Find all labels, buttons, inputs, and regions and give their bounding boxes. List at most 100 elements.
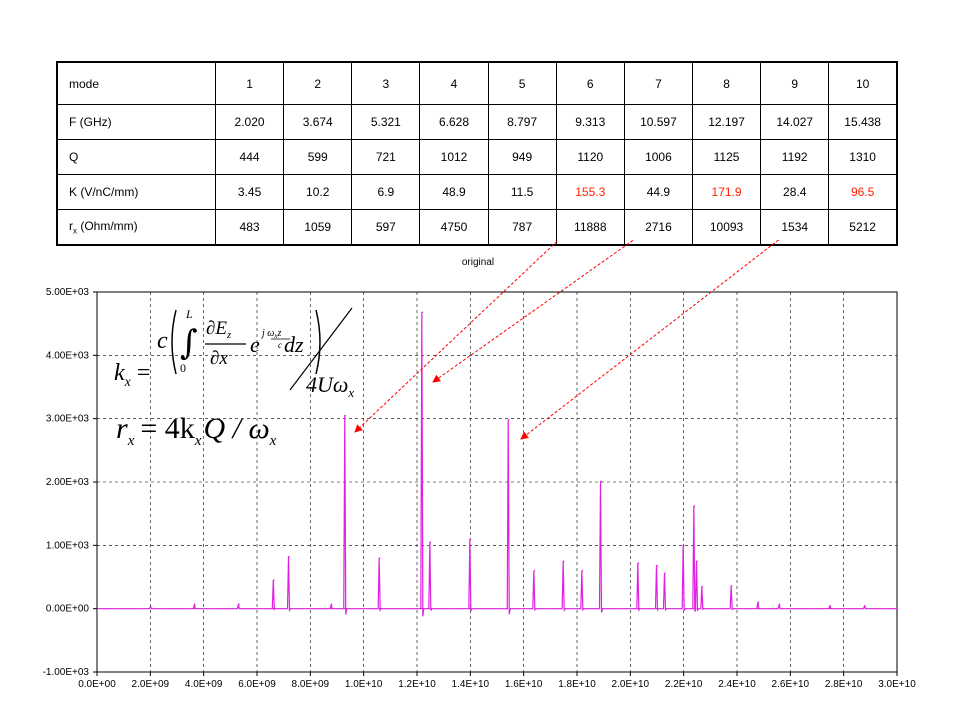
value-cell: 1125 xyxy=(691,139,762,175)
y-tick-label: 3.00E+03 xyxy=(46,414,90,425)
mode-number-cell: 9 xyxy=(760,61,830,105)
mode-number-cell: 1 xyxy=(214,61,285,105)
value-cell: 10.597 xyxy=(623,104,693,140)
x-tick-label: 2.0E+09 xyxy=(132,679,170,690)
peak-point xyxy=(730,585,733,587)
mode-number-cell: 3 xyxy=(351,61,421,105)
y-tick-label: 5.00E+03 xyxy=(46,287,90,298)
peak-point xyxy=(507,419,510,421)
row-label: rx (Ohm/mm) xyxy=(56,209,216,246)
peak-point xyxy=(533,569,536,572)
value-cell: 8.797 xyxy=(487,104,557,140)
value-cell: 44.9 xyxy=(623,174,693,210)
x-tick-label: 1.0E+10 xyxy=(345,679,383,690)
mode-number-cell: 10 xyxy=(828,61,898,105)
peak-point xyxy=(693,505,696,507)
value-cell: 171.9 xyxy=(691,174,762,210)
x-tick-label: 1.2E+10 xyxy=(398,679,436,690)
x-tick-label: 8.0E+09 xyxy=(292,679,330,690)
annotation-arrow xyxy=(432,240,635,383)
mode-number-cell: 2 xyxy=(283,61,353,105)
table-row: Q 444 599 721 1012 949 1120 1006 1125 1192 1310 xyxy=(56,139,898,175)
series-layer xyxy=(97,311,897,617)
value-cell: 1192 xyxy=(760,139,830,175)
impedance-chart: original 0.0E+00 2.0E+09 4.0E+09 6.0E+09 8.0… xyxy=(43,240,917,690)
peak-point xyxy=(696,560,698,562)
formula-dz: dz xyxy=(284,332,304,357)
peak-point xyxy=(581,569,584,572)
formula-denominator: 4Uωx xyxy=(306,372,354,400)
formula-paren-right xyxy=(315,309,321,375)
value-cell: 155.3 xyxy=(555,174,625,210)
peak-point xyxy=(637,562,640,564)
mode-number-cell: 7 xyxy=(623,61,693,105)
x-tick-label: 2.8E+10 xyxy=(825,679,863,690)
value-cell: 5.321 xyxy=(351,104,421,140)
table-header-row: mode 1 2 3 4 5 6 7 8 9 10 xyxy=(56,61,898,105)
peak-point xyxy=(778,604,781,606)
x-tick-label: 2.6E+10 xyxy=(772,679,810,690)
formula-partial: ∂Ez xyxy=(206,318,232,341)
mode-number-cell: 8 xyxy=(691,61,762,105)
annotation-arrow xyxy=(354,240,560,433)
peak-point xyxy=(344,414,347,417)
table-row: rx (Ohm/mm) 483 1059 597 4750 787 11888 2716 100… xyxy=(56,209,898,246)
formula-exponent: j ωxz xyxy=(260,328,281,340)
row-label: Q xyxy=(56,139,216,175)
annotation-arrow xyxy=(520,240,780,440)
axis-layer: 0.0E+00 2.0E+09 4.0E+09 6.0E+09 8.0E+09 1.0E+… xyxy=(43,287,917,690)
formula-c: c xyxy=(157,328,168,354)
formula-dx: ∂x xyxy=(210,348,228,369)
value-cell: 1310 xyxy=(828,139,898,175)
mode-table: mode 1 2 3 4 5 6 7 8 9 10 F (GHz) 2.020 3.674 5.321 6.6… xyxy=(56,61,898,246)
table-row: F (GHz) 2.020 3.674 5.321 6.628 8.797 9.313 10.… xyxy=(56,104,898,140)
formula-r: rx = 4kxQ / ωx xyxy=(116,412,277,449)
x-tick-label: 3.0E+10 xyxy=(878,679,916,690)
peak-point xyxy=(701,585,704,588)
x-tick-label: 1.4E+10 xyxy=(452,679,490,690)
value-cell: 444 xyxy=(214,139,285,175)
value-cell: 4750 xyxy=(419,209,489,246)
value-cell: 2716 xyxy=(623,209,693,246)
mode-number-cell: 4 xyxy=(419,61,489,105)
y-tick-label: 1.00E+03 xyxy=(46,540,90,551)
peak-point xyxy=(664,572,666,574)
x-tick-label: 0.0E+00 xyxy=(78,679,116,690)
peak-point xyxy=(757,601,760,604)
value-cell: 949 xyxy=(487,139,557,175)
peak-point xyxy=(864,605,866,607)
value-cell: 6.628 xyxy=(419,104,489,140)
x-tick-label: 1.8E+10 xyxy=(558,679,596,690)
x-tick-label: 6.0E+09 xyxy=(238,679,276,690)
row-label: F (GHz) xyxy=(56,104,216,140)
value-cell: 1006 xyxy=(623,139,693,175)
svg-text:c: c xyxy=(278,340,282,350)
y-tick-label: 4.00E+03 xyxy=(46,350,90,361)
y-tick-label: 2.00E+03 xyxy=(46,477,90,488)
value-cell: 483 xyxy=(214,209,285,246)
peak-point xyxy=(600,480,602,483)
chart-title: original xyxy=(462,257,494,268)
value-cell: 9.313 xyxy=(555,104,625,140)
plot-frame xyxy=(96,291,898,673)
value-cell: 3.674 xyxy=(283,104,353,140)
formula-integral: ∫ xyxy=(180,323,198,363)
peak-point xyxy=(562,560,565,562)
value-cell: 96.5 xyxy=(828,174,898,210)
formula-upper: L xyxy=(185,307,193,321)
annotation-arrows xyxy=(354,240,780,440)
value-cell: 1120 xyxy=(555,139,625,175)
mode-number-cell: 6 xyxy=(555,61,625,105)
value-cell: 721 xyxy=(351,139,421,175)
peak-point xyxy=(421,311,424,314)
formula-paren-left xyxy=(171,309,177,375)
value-cell: 599 xyxy=(283,139,353,175)
row-label: K (V/nC/mm) xyxy=(56,174,216,210)
x-tick-label: 4.0E+09 xyxy=(185,679,223,690)
spectrum-line xyxy=(97,312,897,617)
value-cell: 14.027 xyxy=(760,104,830,140)
formula-e: e xyxy=(250,332,260,357)
x-tick-label: 2.2E+10 xyxy=(665,679,703,690)
formula: kx = c ∫ L 0 ∂Ez ∂x e j ωxz c dz 4Uωx rx =… xyxy=(114,307,354,449)
table-row: K (V/nC/mm) 3.45 10.2 6.9 48.9 11.5 155.3 44.9 1… xyxy=(56,174,898,210)
